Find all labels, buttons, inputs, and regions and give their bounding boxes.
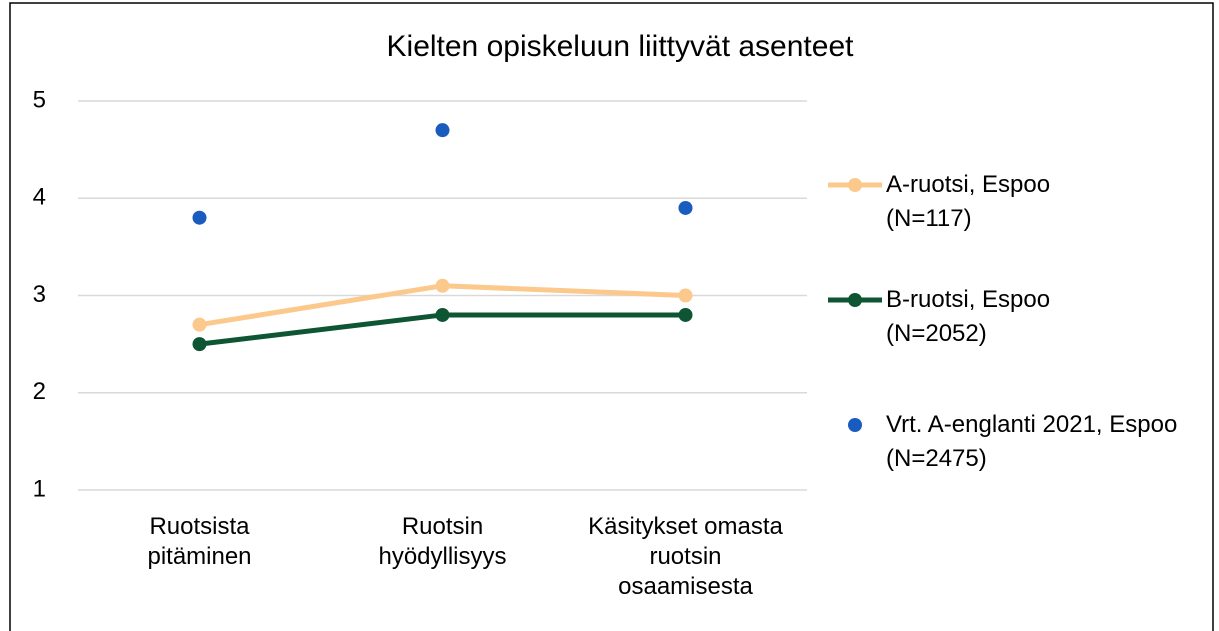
y-tick-label: 1 bbox=[33, 475, 46, 502]
y-tick-label: 2 bbox=[33, 378, 46, 405]
y-tick-label: 4 bbox=[33, 184, 46, 211]
chart-title: Kielten opiskeluun liittyvät asenteet bbox=[387, 30, 855, 63]
legend-marker bbox=[848, 418, 862, 432]
legend-label: B-ruotsi, Espoo (N=2052) bbox=[886, 286, 1051, 347]
x-tick-label: Ruotsin hyödyllisyys bbox=[378, 513, 507, 570]
legend-label: A-ruotsi, Espoo (N=117) bbox=[886, 171, 1051, 232]
x-tick-label: Käsitykset omasta ruotsin osaamisesta bbox=[588, 513, 783, 600]
scatter-point bbox=[192, 210, 207, 225]
x-tick-label: Ruotsista pitäminen bbox=[147, 513, 252, 570]
scatter-point bbox=[435, 123, 450, 138]
scatter-point bbox=[678, 200, 693, 215]
line-marker bbox=[435, 278, 450, 293]
line-marker bbox=[678, 307, 693, 322]
line-marker bbox=[192, 337, 207, 352]
y-tick-label: 5 bbox=[33, 86, 46, 113]
line-marker bbox=[678, 288, 693, 303]
legend-label: Vrt. A-englanti 2021, Espoo (N=2475) bbox=[886, 411, 1178, 472]
line-marker bbox=[192, 317, 207, 332]
y-tick-label: 3 bbox=[33, 281, 46, 308]
chart-border bbox=[9, 2, 1214, 631]
legend-marker bbox=[848, 293, 862, 307]
line-marker bbox=[435, 307, 450, 322]
legend-marker bbox=[848, 178, 862, 192]
